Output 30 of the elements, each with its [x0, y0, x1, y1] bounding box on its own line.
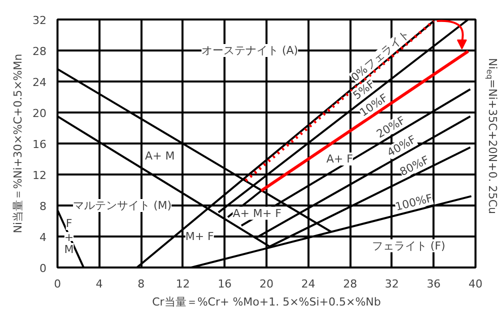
y-tick-label: 0 [40, 262, 46, 275]
annotation: F + M [64, 217, 74, 256]
annotation: A+ F [326, 152, 353, 166]
y-tick-label: 24 [32, 76, 47, 89]
annotation: マルテンサイト (M) [73, 199, 172, 212]
y-tick-label: 28 [32, 45, 47, 58]
x-tick-label: 4 [96, 278, 103, 290]
x-tick-label: 16 [218, 278, 232, 290]
y-tick-label: 12 [32, 169, 47, 182]
annotation: A+ M+ F [232, 206, 282, 220]
y-axis-title: Ni当量＝%Ni+30×%C+0.5×%Mn [12, 54, 25, 234]
y-tick-label: 8 [40, 200, 46, 213]
x-axis-title: Cr当量＝%Cr+ %Mo+1. 5×%Si+0.5×%Nb [152, 296, 381, 308]
x-tick-label: 28 [343, 278, 358, 290]
x-tick-label: 24 [301, 278, 316, 290]
annotation: オーステナイト (A) [201, 44, 298, 57]
x-tick-label: 12 [176, 278, 190, 290]
y-tick-label: 32 [32, 14, 47, 27]
x-tick-label: 8 [138, 278, 145, 290]
x-tick-label: 40 [468, 278, 482, 290]
y-tick-label: 20 [32, 107, 47, 120]
x-tick-label: 0 [54, 278, 61, 290]
annotation: A+ M [145, 149, 175, 162]
x-tick-label: 36 [426, 278, 441, 290]
annotation: フェライト (F) [372, 239, 446, 252]
y-tick-label: 4 [40, 231, 46, 244]
x-tick-label: 20 [260, 278, 274, 290]
text: 100%F [394, 192, 434, 214]
x-tick-label: 32 [384, 278, 399, 290]
y-tick-label: 16 [32, 138, 47, 151]
